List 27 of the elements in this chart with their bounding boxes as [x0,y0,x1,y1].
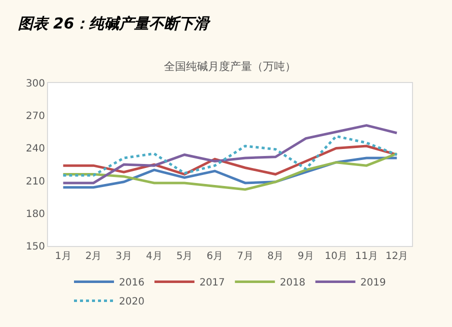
y-tick-label: 210 [26,176,45,188]
y-tick-label: 180 [26,208,45,220]
x-tick-label: 5月 [176,251,193,262]
x-tick-label: 12月 [385,251,408,262]
y-tick-label: 270 [26,111,45,122]
line-series [62,124,398,184]
chart-title: 图表 26：纯碱产量不断下滑 [18,14,212,32]
x-tick-label: 6月 [206,251,224,262]
x-tick-label: 7月 [236,251,254,262]
legend-label: 2016 [119,278,144,289]
x-tick-label: 11月 [355,251,378,262]
legend-label: 2018 [280,278,306,289]
x-tick-label: 2月 [85,251,102,262]
y-tick-label: 240 [26,144,45,155]
y-tick-label: 150 [26,242,45,252]
y-tick-label: 300 [26,78,45,90]
chart-subtitle: 全国纯碱月度产量（万吨） [164,60,296,73]
x-tick-label: 4月 [146,251,162,262]
legend-label: 2017 [199,278,225,289]
legend-label: 2019 [360,278,386,289]
x-tick-label: 9月 [298,251,314,262]
x-tick-label: 8月 [267,251,284,262]
x-tick-label: 10月 [324,251,348,262]
line-series [62,135,398,177]
legend-label: 2020 [119,296,144,308]
x-tick-label: 1月 [54,251,72,262]
x-tick-label: 3月 [116,251,132,262]
